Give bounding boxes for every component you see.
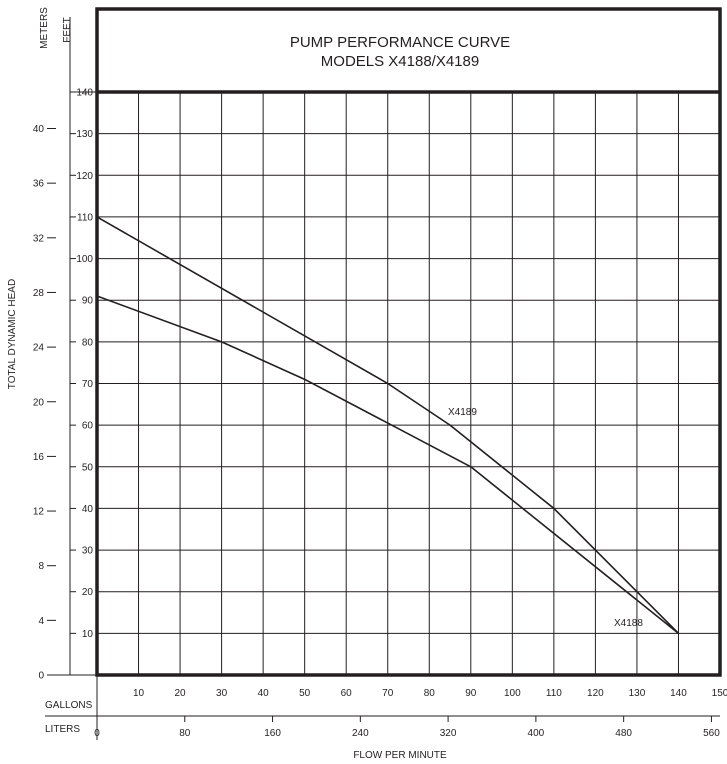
series-curve-x4189: [96, 216, 680, 634]
x-primary-tick-label-100: 100: [504, 688, 521, 699]
y-primary-tick-label-120: 120: [76, 171, 93, 182]
y-primary-tick-label-140: 140: [76, 88, 93, 99]
x-primary-tick-label-80: 80: [424, 688, 436, 699]
y-secondary-tick-label-24: 24: [33, 343, 45, 354]
y-secondary-tick-label-36: 36: [33, 179, 45, 190]
x-axis-label: FLOW PER MINUTE: [353, 750, 447, 761]
x-secondary-tick-label-400: 400: [528, 728, 545, 739]
x-secondary-tick-label-240: 240: [352, 728, 369, 739]
x-primary-tick-label-90: 90: [465, 688, 477, 699]
series-curve-x4188: [96, 295, 679, 634]
x-primary-unit-label: GALLONS: [45, 700, 93, 711]
grid-lines: [97, 92, 720, 675]
y-secondary-tick-label-20: 20: [33, 397, 45, 408]
y-secondary-tick-label-40: 40: [33, 124, 45, 135]
y-secondary-tick-label-16: 16: [33, 452, 45, 463]
y-primary-tick-label-100: 100: [76, 254, 93, 265]
x-secondary-tick-label-320: 320: [440, 728, 457, 739]
x-primary-tick-label-110: 110: [546, 688, 562, 699]
x-secondary-tick-label-80: 80: [179, 728, 191, 739]
y-primary-tick-label-90: 90: [82, 296, 94, 307]
x-primary-tick-label-120: 120: [587, 688, 604, 699]
y-primary-tick-label-60: 60: [82, 421, 94, 432]
x-primary-tick-label-30: 30: [216, 688, 228, 699]
x-primary-tick-label-40: 40: [258, 688, 270, 699]
y-primary-tick-label-130: 130: [76, 129, 93, 140]
y-primary-tick-label-110: 110: [77, 212, 93, 223]
x-secondary-tick-label-0: 0: [94, 728, 100, 739]
series-label-x4188: X4188: [614, 618, 643, 629]
y-secondary-tick-label-0: 0: [38, 671, 44, 682]
y-secondary-tick-label-32: 32: [33, 233, 45, 244]
x-secondary-tick-label-560: 560: [703, 728, 720, 739]
x-primary-tick-label-50: 50: [299, 688, 311, 699]
x-primary-tick-label-130: 130: [629, 688, 646, 699]
x-primary-tick-label-150: 150: [712, 688, 727, 699]
chart-subtitle: MODELS X4188/X4189: [321, 53, 479, 70]
x-primary-tick-label-10: 10: [133, 688, 145, 699]
x-secondary-tick-label-480: 480: [615, 728, 632, 739]
x-secondary-unit-label: LITERS: [45, 724, 80, 735]
x-primary-tick-label-20: 20: [175, 688, 187, 699]
y-primary-tick-label-80: 80: [82, 337, 94, 348]
y-secondary-tick-label-12: 12: [33, 507, 45, 518]
x-primary-tick-label-70: 70: [382, 688, 394, 699]
y-axis-label: TOTAL DYNAMIC HEAD: [7, 279, 18, 389]
y-secondary-tick-label-28: 28: [33, 288, 45, 299]
y-secondary-unit-label: METERS: [39, 7, 50, 49]
frame: [45, 7, 722, 740]
y-primary-unit-label: FEET: [62, 17, 73, 43]
chart-title: PUMP PERFORMANCE CURVE: [290, 34, 510, 51]
y-primary-tick-label-10: 10: [82, 629, 94, 640]
y-primary-tick-label-20: 20: [82, 587, 94, 598]
x-primary-tick-label-60: 60: [341, 688, 353, 699]
y-primary-tick-label-50: 50: [82, 462, 94, 473]
axis-ticks: 1020304050607080901001101201301400481216…: [33, 88, 727, 740]
y-primary-tick-label-40: 40: [82, 504, 94, 515]
y-primary-tick-label-30: 30: [82, 546, 94, 557]
y-primary-tick-label-70: 70: [82, 379, 94, 390]
outer-frame: [95, 7, 722, 677]
x-primary-tick-label-140: 140: [670, 688, 687, 699]
series-curves: [96, 216, 680, 634]
series-label-x4189: X4189: [448, 407, 477, 418]
y-secondary-tick-label-8: 8: [38, 561, 44, 572]
y-secondary-tick-label-4: 4: [38, 616, 44, 627]
x-secondary-tick-label-160: 160: [264, 728, 281, 739]
